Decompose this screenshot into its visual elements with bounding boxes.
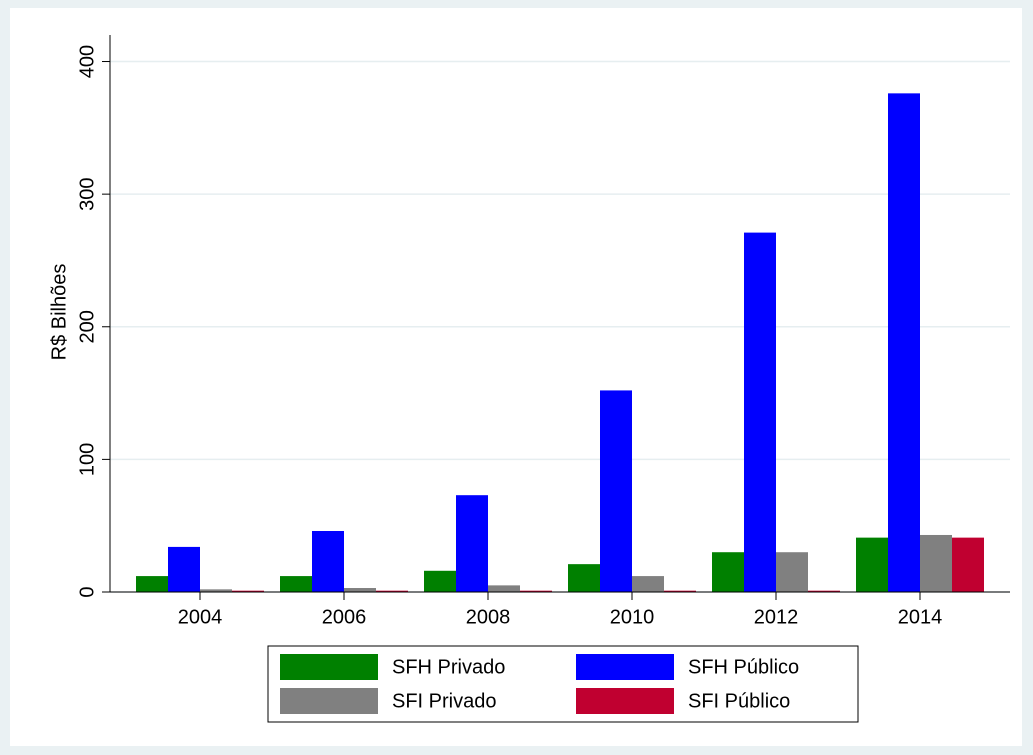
legend-swatch (576, 688, 674, 714)
legend-label: SFI Público (688, 690, 790, 712)
legend-swatch (280, 688, 378, 714)
legend-swatch (576, 654, 674, 680)
bar (232, 590, 264, 592)
y-tick-label: 400 (76, 45, 98, 78)
bar (520, 590, 552, 592)
bar (952, 537, 984, 592)
bar (312, 530, 344, 592)
x-tick-label: 2012 (754, 606, 799, 628)
bar (632, 576, 664, 592)
y-tick-label: 100 (76, 443, 98, 476)
x-tick-label: 2004 (178, 606, 223, 628)
bar (376, 590, 408, 592)
bar (888, 93, 920, 592)
y-tick-label: 300 (76, 177, 98, 210)
bar (776, 552, 808, 592)
bar (600, 390, 632, 592)
chart-background (10, 8, 1022, 746)
bar (856, 537, 888, 592)
bar (136, 576, 168, 592)
bar (920, 534, 952, 592)
legend-label: SFH Público (688, 656, 799, 678)
legend-swatch (280, 654, 378, 680)
bar (712, 552, 744, 592)
bar (200, 589, 232, 592)
bar (664, 590, 696, 592)
y-tick-label: 0 (76, 586, 98, 597)
x-tick-label: 2014 (898, 606, 943, 628)
x-tick-label: 2010 (610, 606, 655, 628)
y-axis-title: R$ Bilhões (48, 264, 70, 361)
bar (424, 570, 456, 592)
bar (808, 590, 840, 592)
x-tick-label: 2006 (322, 606, 367, 628)
bar (488, 585, 520, 592)
legend-label: SFH Privado (392, 656, 505, 678)
bar (168, 546, 200, 592)
y-tick-label: 200 (76, 310, 98, 343)
legend-label: SFI Privado (392, 690, 496, 712)
bar (344, 588, 376, 592)
bar (280, 576, 312, 592)
bar (744, 232, 776, 592)
bar (456, 495, 488, 592)
x-tick-label: 2008 (466, 606, 511, 628)
bar (568, 564, 600, 592)
